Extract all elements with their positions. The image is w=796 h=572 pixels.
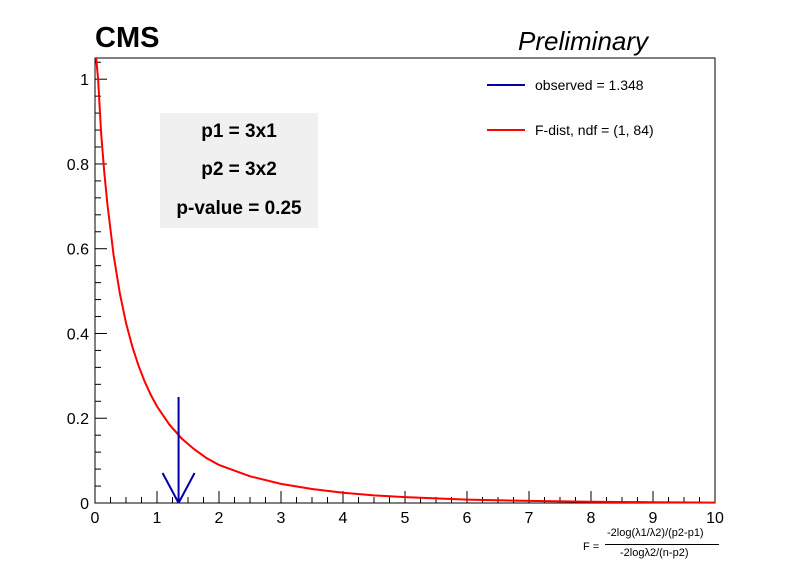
x-axis-label-prefix: F = [583, 541, 600, 553]
x-tick-label: 10 [706, 510, 724, 527]
y-tick-label: 0.4 [67, 326, 89, 343]
cms-label: CMS [95, 22, 160, 54]
x-tick-label: 8 [587, 510, 596, 527]
info-line-pvalue: p-value = 0.25 [176, 198, 302, 219]
x-tick-label: 5 [401, 510, 410, 527]
x-tick-label: 3 [277, 510, 286, 527]
x-axis-label-numerator: -2log(λ1/λ2)/(p2-p1) [607, 527, 704, 539]
x-tick-label: 7 [525, 510, 534, 527]
observed-arrow-layer [161, 397, 196, 504]
y-tick-label: 0.2 [67, 411, 89, 428]
fraction-bar [605, 544, 719, 545]
x-axis-label: F = -2log(λ1/λ2)/(p2-p1) -2logλ2/(n-p2) [583, 527, 723, 567]
legend-observed-line [487, 84, 525, 86]
y-tick-label: 1 [80, 72, 89, 89]
x-axis-label-denominator: -2logλ2/(n-p2) [620, 547, 689, 559]
x-tick-label: 4 [339, 510, 348, 527]
x-tick-label: 9 [649, 510, 658, 527]
legend-fdist-label: F-dist, ndf = (1, 84) [535, 122, 654, 138]
info-line-p2: p2 = 3x2 [201, 159, 277, 180]
y-tick-label: 0.8 [67, 157, 89, 174]
axes: 0 1 2 3 4 5 6 7 8 9 10 0 0.2 0.4 0.6 0.8 1 [67, 61, 724, 527]
x-tick-label: 2 [215, 510, 224, 527]
info-box: p1 = 3x1 p2 = 3x2 p-value = 0.25 [160, 113, 318, 228]
y-tick-label: 0 [80, 496, 89, 513]
info-line-p1: p1 = 3x1 [201, 121, 277, 142]
observed-arrow-head-left [161, 472, 180, 504]
preliminary-label: Preliminary [518, 26, 649, 56]
legend-fdist-line [487, 129, 525, 131]
x-tick-label: 0 [91, 510, 100, 527]
x-tick-label: 1 [153, 510, 162, 527]
y-tick-label: 0.6 [67, 242, 89, 259]
fdist-curve-layer [95, 57, 716, 504]
legend-observed-label: observed = 1.348 [535, 77, 644, 93]
x-tick-label: 6 [463, 510, 472, 527]
observed-arrow-head-right [177, 472, 196, 504]
fdist-curve [95, 57, 716, 504]
